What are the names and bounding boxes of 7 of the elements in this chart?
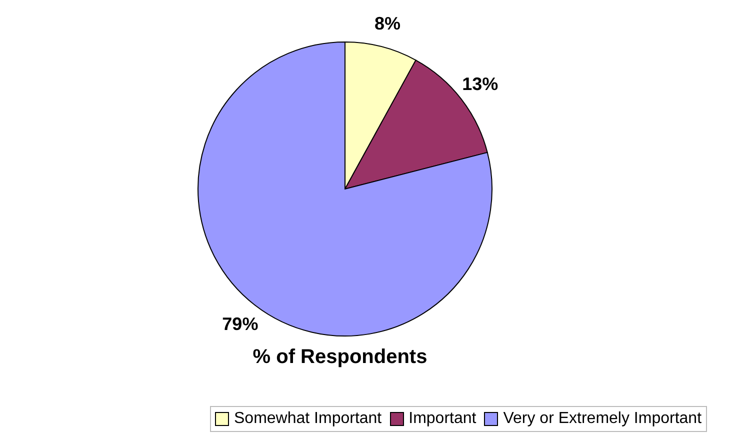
legend-label: Very or Extremely Important xyxy=(503,410,702,428)
legend-label: Important xyxy=(408,410,476,428)
text: % of Respondents xyxy=(252,346,428,369)
data-label: 13% xyxy=(462,74,498,94)
data-label: 79% xyxy=(222,314,258,334)
data-label: 8% xyxy=(374,13,401,34)
legend-label: Somewhat Important xyxy=(234,410,382,428)
